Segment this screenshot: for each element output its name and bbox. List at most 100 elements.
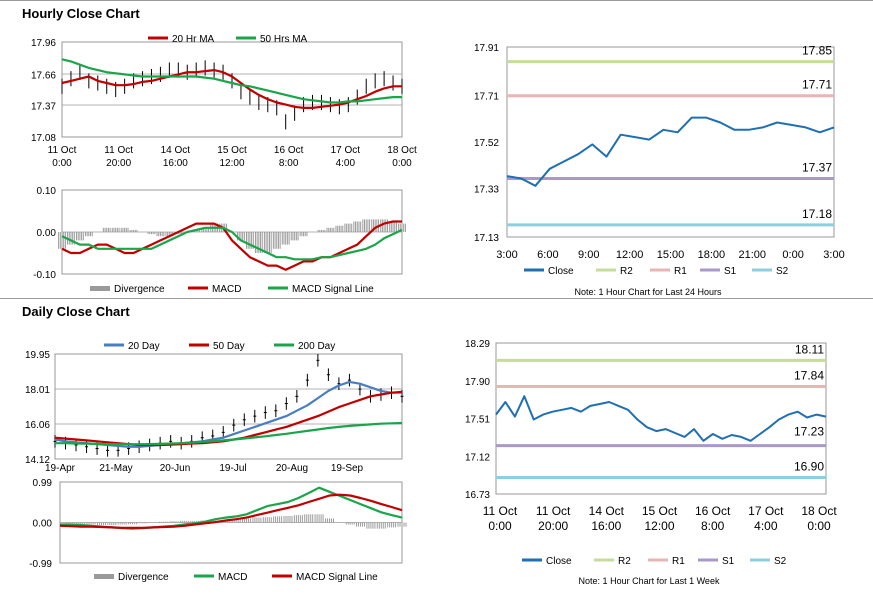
y-tick-label: 17.51 <box>465 415 490 426</box>
x-tick-label: 20-Jun <box>160 463 191 474</box>
legend-label-20hr-ma: 20 Hr MA <box>172 34 215 45</box>
y-tick-label: 18.01 <box>25 385 50 396</box>
legend-label-200-day: 200 Day <box>298 341 335 352</box>
legend-label-r2: R2 <box>618 556 631 567</box>
x-tick-label: 18 Oct <box>387 145 417 156</box>
top-divider <box>0 0 873 1</box>
level-label-r2: 18.11 <box>795 342 824 356</box>
legend-swatch-divergence <box>94 574 114 579</box>
y-tick-label: 0.10 <box>37 186 57 197</box>
y-tick-label: 16.73 <box>465 490 490 501</box>
x-tick-label: 3:00 <box>823 249 844 261</box>
y-tick-label: 17.13 <box>474 233 499 244</box>
legend-label-macd: MACD <box>218 572 247 583</box>
legend-label-r2: R2 <box>620 266 633 277</box>
x-tick-label: 0:00 <box>488 519 512 533</box>
y-tick-label: -0.10 <box>33 270 56 281</box>
daily-section-title: Daily Close Chart <box>22 304 130 319</box>
x-tick-label: 0:00 <box>52 158 72 169</box>
legend-label-s2: S2 <box>776 266 789 277</box>
series-close <box>506 116 835 187</box>
series-50-hrs-ma <box>61 58 402 104</box>
x-tick-label: 15 Oct <box>217 145 247 156</box>
x-tick-label: 18:00 <box>698 249 726 261</box>
level-label-r1: 17.71 <box>802 78 832 92</box>
y-tick-label: 0.00 <box>37 228 57 239</box>
x-tick-label: 17 Oct <box>748 504 784 518</box>
legend-label-macd-signal: MACD Signal Line <box>296 572 378 583</box>
x-tick-label: 14 Oct <box>161 145 191 156</box>
y-tick-label: 17.96 <box>31 38 56 49</box>
x-tick-label: 0:00 <box>782 249 803 261</box>
y-tick-label: 17.33 <box>474 184 499 195</box>
x-tick-label: 4:00 <box>754 519 778 533</box>
y-tick-label: 17.66 <box>31 70 56 81</box>
x-tick-label: 9:00 <box>578 249 599 261</box>
y-tick-label: 17.08 <box>31 133 56 144</box>
y-tick-label: 17.71 <box>474 92 499 103</box>
legend-label-s2: S2 <box>774 556 787 567</box>
x-tick-label: 14 Oct <box>589 504 625 518</box>
x-tick-label: 20-Aug <box>276 463 308 474</box>
y-tick-label: 16.06 <box>25 420 50 431</box>
y-tick-label: 18.29 <box>465 339 490 350</box>
x-tick-label: 19-Apr <box>45 463 76 474</box>
legend-label-macd-signal: MACD Signal Line <box>292 284 374 295</box>
x-tick-label: 11 Oct <box>483 504 518 518</box>
x-tick-label: 21-May <box>99 463 132 474</box>
series-macd-signal <box>59 493 403 529</box>
chart-note: Note: 1 Hour Chart for Last 24 Hours <box>574 287 722 297</box>
x-tick-label: 0:00 <box>392 158 412 169</box>
series-200-day <box>55 421 403 446</box>
y-tick-label: 17.12 <box>465 452 490 463</box>
x-tick-label: 19-Sep <box>331 463 364 474</box>
y-tick-label: 17.90 <box>465 377 490 388</box>
legend-label-close: Close <box>546 556 572 567</box>
x-tick-label: 11 Oct <box>48 145 77 156</box>
level-label-s1: 17.23 <box>794 425 824 439</box>
level-label-r2: 17.85 <box>802 44 832 58</box>
level-label-s2: 17.18 <box>802 207 832 221</box>
legend-label-r1: R1 <box>672 556 685 567</box>
level-label-s1: 17.37 <box>802 161 832 175</box>
legend-label-20-day: 20 Day <box>128 341 160 352</box>
level-label-s2: 16.90 <box>794 460 824 474</box>
series-20-day <box>54 380 402 448</box>
x-tick-label: 20:00 <box>538 519 568 533</box>
daily-levels-frame <box>495 342 827 495</box>
legend-label-close: Close <box>548 266 574 277</box>
x-tick-label: 21:00 <box>738 249 766 261</box>
y-tick-label: 0.99 <box>33 478 53 489</box>
series-close <box>495 395 827 442</box>
legend-swatch-divergence <box>90 286 110 291</box>
x-tick-label: 16:00 <box>591 519 621 533</box>
y-tick-label: 14.12 <box>25 455 50 466</box>
x-tick-label: 15:00 <box>657 249 685 261</box>
chart-note: Note: 1 Hour Chart for Last 1 Week <box>579 576 720 586</box>
x-tick-label: 3:00 <box>496 249 517 261</box>
series-macd <box>61 220 402 271</box>
x-tick-label: 16 Oct <box>274 145 304 156</box>
x-tick-label: 11 Oct <box>104 145 133 156</box>
series-macd-signal <box>61 226 403 261</box>
y-tick-label: -0.99 <box>29 559 52 570</box>
daily-price-frame <box>54 353 403 460</box>
y-tick-label: 0.00 <box>33 519 53 530</box>
y-tick-label: 17.52 <box>474 138 499 149</box>
legend-label-r1: R1 <box>674 266 687 277</box>
x-tick-label: 17 Oct <box>331 145 361 156</box>
legend-label-divergence: Divergence <box>114 284 165 295</box>
x-tick-label: 20:00 <box>106 158 131 169</box>
y-tick-label: 19.95 <box>25 350 50 361</box>
legend-label-s1: S1 <box>724 266 737 277</box>
y-tick-label: 17.91 <box>474 43 499 54</box>
legend-label-50hrs-ma: 50 Hrs MA <box>260 34 308 45</box>
legend-label-s1: S1 <box>722 556 735 567</box>
x-tick-label: 16:00 <box>163 158 188 169</box>
hourly-price-frame <box>61 41 403 138</box>
hourly-levels-frame <box>506 46 835 238</box>
legend-label-divergence: Divergence <box>118 572 169 583</box>
x-tick-label: 15 Oct <box>642 504 678 518</box>
x-tick-label: 8:00 <box>701 519 725 533</box>
